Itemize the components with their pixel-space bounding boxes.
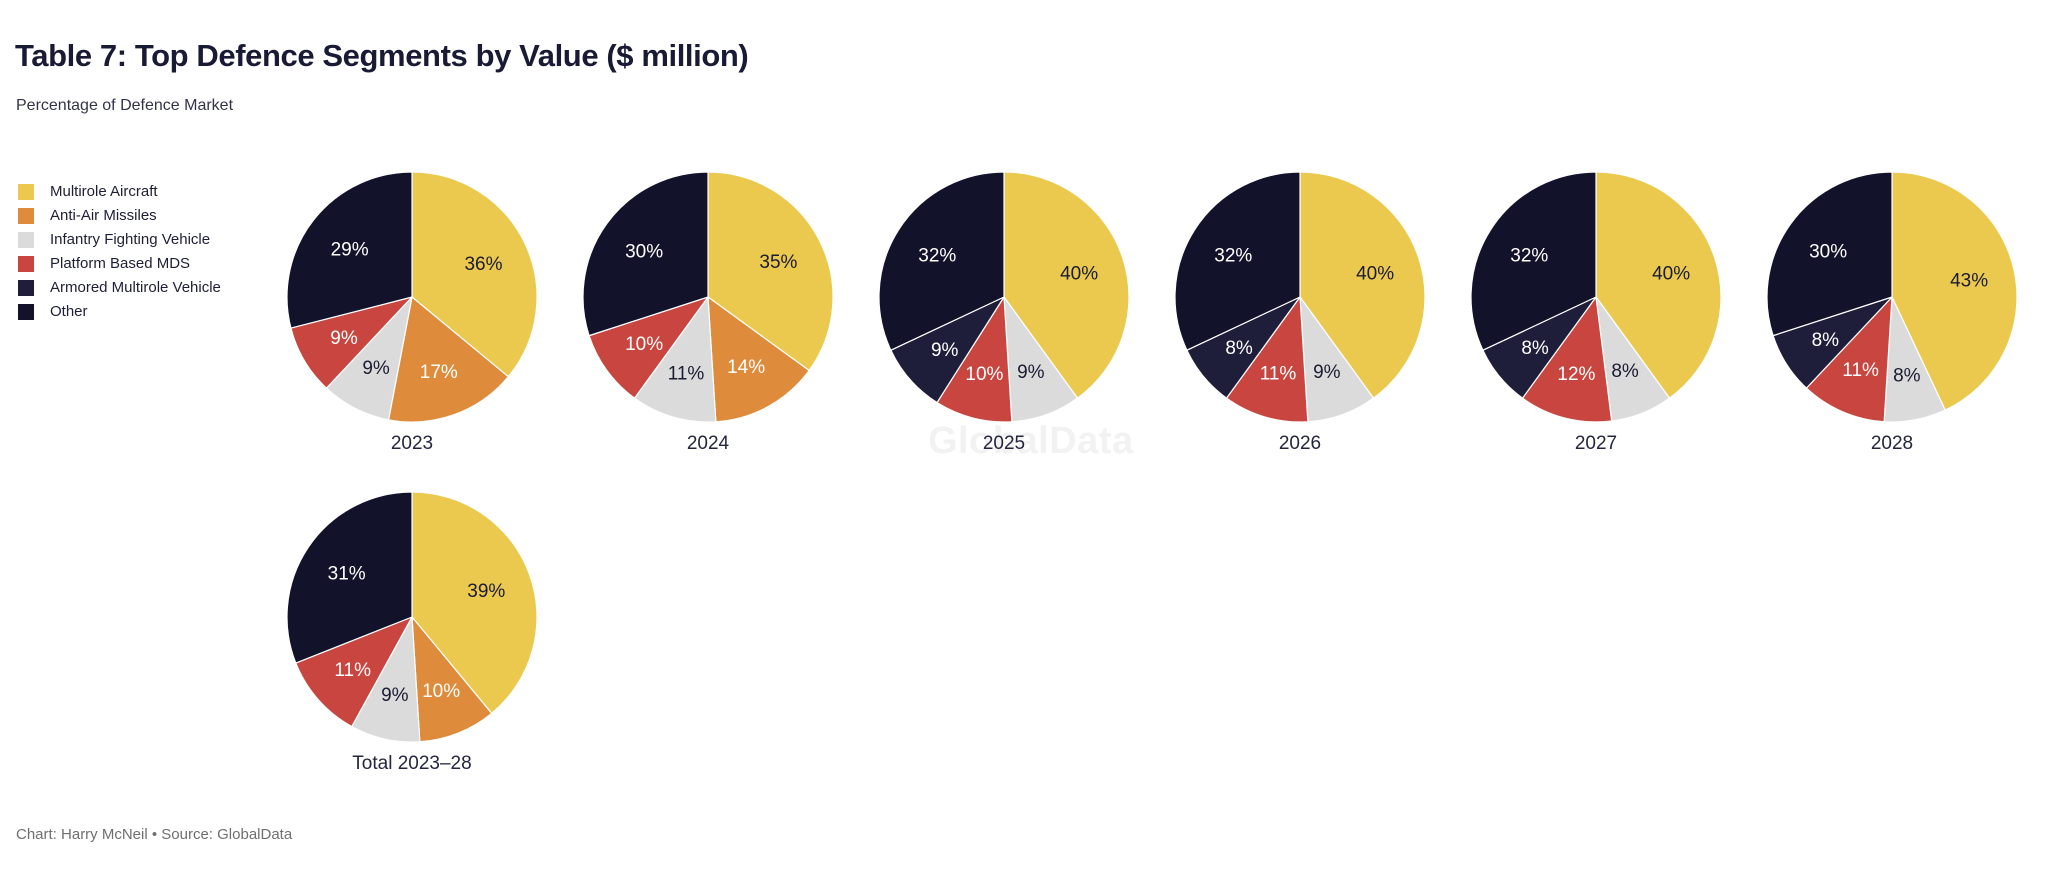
pie-title-2023: 2023 [390, 433, 434, 454]
slice-other [878, 171, 1005, 351]
slice-value-label: 8% [1893, 365, 1921, 386]
pie-2027: 40% 8% 12% 8% 32% [1470, 171, 1722, 423]
pie-title-2025: 2025 [982, 433, 1026, 454]
slice-platform-based-mds [1805, 296, 1893, 423]
slice-other [1470, 171, 1597, 351]
legend-label: Infantry Fighting Vehicle [50, 231, 211, 248]
legend-item-infantry-fighting-vehicle: Infantry Fighting Vehicle [18, 232, 221, 248]
pie-title-2026: 2026 [1278, 433, 1322, 454]
slice-value-label: 9% [330, 328, 358, 349]
slice-value-label: 10% [625, 334, 663, 355]
slice-multirole-aircraft [1595, 171, 1722, 399]
slice-value-label: 17% [420, 362, 458, 383]
slice-value-label: 32% [1214, 245, 1252, 266]
slice-value-label: 8% [1812, 330, 1840, 351]
slice-multirole-aircraft [707, 171, 834, 372]
slice-value-label: 9% [381, 685, 409, 706]
pie-2026: 40% 9% 11% 8% 32% [1174, 171, 1426, 423]
slice-anti-air-missiles [707, 296, 810, 423]
slice-value-label: 39% [467, 581, 505, 602]
slice-value-label: 9% [1017, 362, 1045, 383]
slice-value-label: 8% [1225, 338, 1253, 359]
slice-value-label: 9% [931, 340, 959, 361]
legend-item-multirole-aircraft: Multirole Aircraft [18, 184, 221, 200]
slice-multirole-aircraft [1003, 171, 1130, 399]
legend-swatch [18, 232, 34, 248]
slice-other [1766, 171, 1893, 337]
slice-other [286, 491, 413, 664]
legend-item-platform-based-mds: Platform Based MDS [18, 256, 221, 272]
slice-value-label: 31% [328, 563, 366, 584]
slice-platform-based-mds [1225, 296, 1309, 423]
slice-value-label: 35% [759, 252, 797, 273]
legend-swatch [18, 184, 34, 200]
slice-value-label: 32% [918, 245, 956, 266]
slice-value-label: 40% [1652, 263, 1690, 284]
slice-other [286, 171, 413, 329]
slice-value-label: 32% [1510, 245, 1548, 266]
globaldata-watermark: GlobalData [928, 420, 1134, 462]
slice-value-label: 11% [334, 660, 371, 681]
slice-value-label: 40% [1356, 263, 1394, 284]
slice-value-label: 40% [1060, 263, 1098, 284]
pie-title-total-2023-28: Total 2023–28 [352, 753, 472, 774]
slice-value-label: 11% [668, 364, 705, 385]
slice-other [1174, 171, 1301, 351]
slice-value-label: 11% [1842, 360, 1879, 381]
slice-other [582, 171, 709, 337]
slice-value-label: 43% [1950, 270, 1988, 291]
slice-value-label: 11% [1260, 364, 1297, 385]
legend-label: Multirole Aircraft [50, 183, 158, 200]
slice-infantry-fighting-vehicle [633, 296, 717, 423]
legend-label: Other [50, 303, 88, 320]
legend-swatch [18, 256, 34, 272]
legend-item-other: Other [18, 304, 221, 320]
slice-multirole-aircraft [411, 491, 538, 714]
slice-anti-air-missiles [411, 616, 493, 743]
legend-swatch [18, 304, 34, 320]
slice-value-label: 10% [422, 681, 460, 702]
legend: Multirole Aircraft Anti-Air Missiles Infan… [18, 184, 221, 320]
chart-subtitle: Percentage of Defence Market [16, 97, 234, 114]
legend-label: Platform Based MDS [50, 255, 191, 272]
slice-value-label: 8% [1611, 361, 1639, 382]
legend-item-armored-multirole-vehicle: Armored Multirole Vehicle [18, 280, 221, 296]
pie-total-2023-28: 39% 10% 9% 11% 31% [286, 491, 538, 743]
slice-value-label: 30% [625, 241, 663, 262]
pie-2025: 40% 9% 10% 9% 32% [878, 171, 1130, 423]
legend-swatch [18, 208, 34, 224]
slice-value-label: 14% [727, 357, 765, 378]
legend-label: Armored Multirole Vehicle [50, 279, 221, 296]
pie-2028: 43%8%11%8%30% [1766, 171, 2018, 423]
slice-value-label: 8% [1521, 338, 1549, 359]
pie-title-2024: 2024 [686, 433, 730, 454]
pie-2024: 35% 14% 11%10% 30% [582, 171, 834, 423]
slice-value-label: 12% [1557, 364, 1595, 385]
slice-multirole-aircraft [1299, 171, 1426, 399]
slice-platform-based-mds [588, 296, 709, 399]
slice-anti-air-missiles [387, 296, 509, 423]
legend-swatch [18, 280, 34, 296]
legend-item-anti-air-missiles: Anti-Air Missiles [18, 208, 221, 224]
slice-platform-based-mds [936, 296, 1013, 423]
slice-multirole-aircraft [411, 171, 538, 378]
footer-credit: Chart: Harry McNeil • Source: GlobalData [16, 826, 293, 843]
pie-title-2028: 2028 [1870, 433, 1914, 454]
legend-label: Anti-Air Missiles [50, 207, 157, 224]
slice-value-label: 9% [1313, 362, 1341, 383]
slice-multirole-aircraft [1891, 171, 2018, 411]
pie-2023: 36% 17% 9%9% 29% [286, 171, 538, 423]
slice-value-label: 29% [331, 239, 369, 260]
slice-value-label: 36% [464, 254, 502, 275]
slice-value-label: 30% [1809, 241, 1847, 262]
pie-title-2027: 2027 [1574, 433, 1618, 454]
slice-platform-based-mds [295, 616, 413, 728]
slice-value-label: 9% [362, 358, 390, 379]
slice-value-label: 10% [965, 364, 1003, 385]
slice-platform-based-mds [1521, 296, 1613, 423]
chart-title: Table 7: Top Defence Segments by Value (… [15, 38, 749, 73]
